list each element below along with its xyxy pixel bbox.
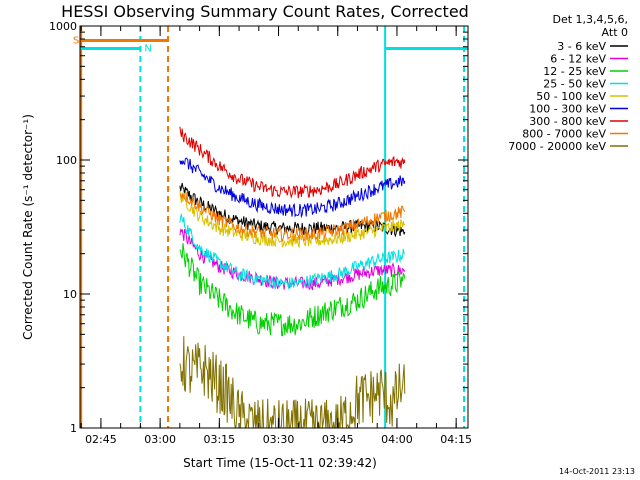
x-tick-label: 02:45 xyxy=(85,433,117,446)
state-label-s: S xyxy=(73,35,79,46)
series-line-2 xyxy=(179,243,406,337)
legend-label-3: 25 - 50 keV xyxy=(543,78,606,91)
y-axis-label: Corrected Count Rate (s⁻¹ detector⁻¹) xyxy=(21,114,35,340)
x-tick-label: 04:15 xyxy=(440,433,472,446)
legend-label-4: 50 - 100 keV xyxy=(536,90,606,103)
series-line-4 xyxy=(179,190,406,249)
legend-label-8: 7000 - 20000 keV xyxy=(508,140,606,153)
instrument-state-lines xyxy=(80,26,466,428)
y-tick-label: 100 xyxy=(56,154,77,167)
y-tick-label: 1 xyxy=(70,422,77,435)
series-line-3 xyxy=(179,213,405,290)
legend-label-5: 100 - 300 keV xyxy=(529,103,606,116)
plot-frame xyxy=(79,25,469,429)
footer-timestamp: 14-Oct-2011 23:13 xyxy=(559,467,635,476)
legend-label-1: 6 - 12 keV xyxy=(550,53,606,66)
chart-title: HESSI Observing Summary Count Rates, Cor… xyxy=(61,2,469,21)
y-tick-label: 10 xyxy=(63,288,77,301)
series-line-6 xyxy=(179,126,406,199)
y-tick-label: 1000 xyxy=(49,20,77,33)
legend-header-line-2: Att 0 xyxy=(602,26,628,39)
series-lines xyxy=(179,126,406,429)
series-line-8 xyxy=(179,336,406,429)
legend-label-6: 300 - 800 keV xyxy=(529,115,606,128)
legend-label-7: 800 - 7000 keV xyxy=(522,128,606,141)
x-tick-label: 03:30 xyxy=(263,433,295,446)
series-line-5 xyxy=(179,157,406,219)
legend-header-line-1: Det 1,3,4,5,6, xyxy=(552,13,628,26)
series-line-7 xyxy=(179,191,406,242)
x-axis-label: Start Time (15-Oct-11 02:39:42) xyxy=(183,456,377,470)
x-axis: 02:45 03:00 03:15 03:30 03:45 04:00 04:15 xyxy=(80,26,472,446)
legend-label-0: 3 - 6 keV xyxy=(557,40,606,53)
instrument-state-bars: SN xyxy=(73,35,468,54)
state-label-n: N xyxy=(144,43,151,54)
x-tick-label: 03:00 xyxy=(144,433,176,446)
legend-label-2: 12 - 25 keV xyxy=(543,65,606,78)
y-axis: 1 10 100 1000 xyxy=(49,20,468,435)
x-tick-label: 03:45 xyxy=(322,433,354,446)
x-tick-label: 03:15 xyxy=(203,433,235,446)
x-tick-label: 04:00 xyxy=(381,433,413,446)
